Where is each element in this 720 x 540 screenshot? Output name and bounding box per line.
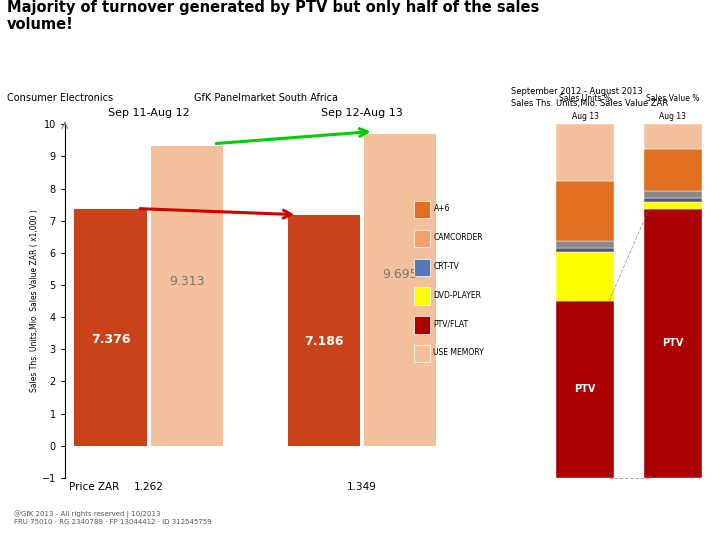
Bar xyxy=(644,191,702,199)
Text: GfK Panelmarket South Africa: GfK Panelmarket South Africa xyxy=(194,93,338,103)
Text: DVD-PLAYER: DVD-PLAYER xyxy=(433,291,482,300)
Text: Price ZAR: Price ZAR xyxy=(68,482,119,492)
Text: @GfK 2013 - All rights reserved | 10/2013
FRU 75010 · RG 2340789 · FP 13044412 ·: @GfK 2013 - All rights reserved | 10/201… xyxy=(14,510,212,525)
Y-axis label: Sales Ths. Units,Mio. Sales Value ZAR ( x1,000 ): Sales Ths. Units,Mio. Sales Value ZAR ( … xyxy=(30,210,39,393)
Bar xyxy=(644,199,702,202)
Bar xyxy=(74,208,147,446)
Text: September 2012 - August 2013
Sales Ths. Units,Mio. Sales Value ZAR: September 2012 - August 2013 Sales Ths. … xyxy=(511,87,668,108)
Text: 1.262: 1.262 xyxy=(134,482,163,492)
Bar xyxy=(364,134,436,446)
Bar xyxy=(644,149,702,191)
Bar xyxy=(556,248,614,252)
Text: USE MEMORY: USE MEMORY xyxy=(433,348,484,357)
Text: Sales Value %: Sales Value % xyxy=(646,94,700,103)
Bar xyxy=(644,124,702,149)
Text: Majority of turnover generated by PTV but only half of the sales
volume!: Majority of turnover generated by PTV bu… xyxy=(7,0,539,32)
Bar xyxy=(556,241,614,248)
Bar xyxy=(556,124,614,181)
Text: 9.313: 9.313 xyxy=(169,274,204,287)
Text: PTV: PTV xyxy=(662,339,683,348)
Bar xyxy=(556,252,614,301)
Text: 9.695: 9.695 xyxy=(382,268,418,281)
Text: Aug 13: Aug 13 xyxy=(660,112,686,120)
Bar xyxy=(414,316,430,334)
Bar xyxy=(288,215,360,446)
Text: 7.186: 7.186 xyxy=(305,335,343,348)
Text: PTV: PTV xyxy=(575,384,595,395)
Text: Consumer Electronics: Consumer Electronics xyxy=(7,93,113,103)
Bar xyxy=(556,181,614,241)
Bar xyxy=(414,345,430,362)
Bar xyxy=(414,287,430,305)
Bar xyxy=(556,301,614,478)
Bar xyxy=(150,146,223,446)
Bar xyxy=(414,230,430,247)
Bar xyxy=(414,259,430,276)
Text: 1.349: 1.349 xyxy=(347,482,377,492)
Text: Sep 11-Aug 12: Sep 11-Aug 12 xyxy=(108,109,189,118)
Text: PTV/FLAT: PTV/FLAT xyxy=(433,320,469,328)
Bar xyxy=(644,202,702,209)
Text: 7.376: 7.376 xyxy=(91,333,130,346)
Text: CAMCORDER: CAMCORDER xyxy=(433,233,483,242)
Text: Sales Units %: Sales Units % xyxy=(559,94,611,103)
Text: A+6: A+6 xyxy=(433,204,450,213)
Bar xyxy=(414,201,430,218)
Text: Aug 13: Aug 13 xyxy=(572,112,598,120)
Text: CRT-TV: CRT-TV xyxy=(433,262,459,271)
Text: Sep 12-Aug 13: Sep 12-Aug 13 xyxy=(321,109,403,118)
Bar xyxy=(644,209,702,478)
